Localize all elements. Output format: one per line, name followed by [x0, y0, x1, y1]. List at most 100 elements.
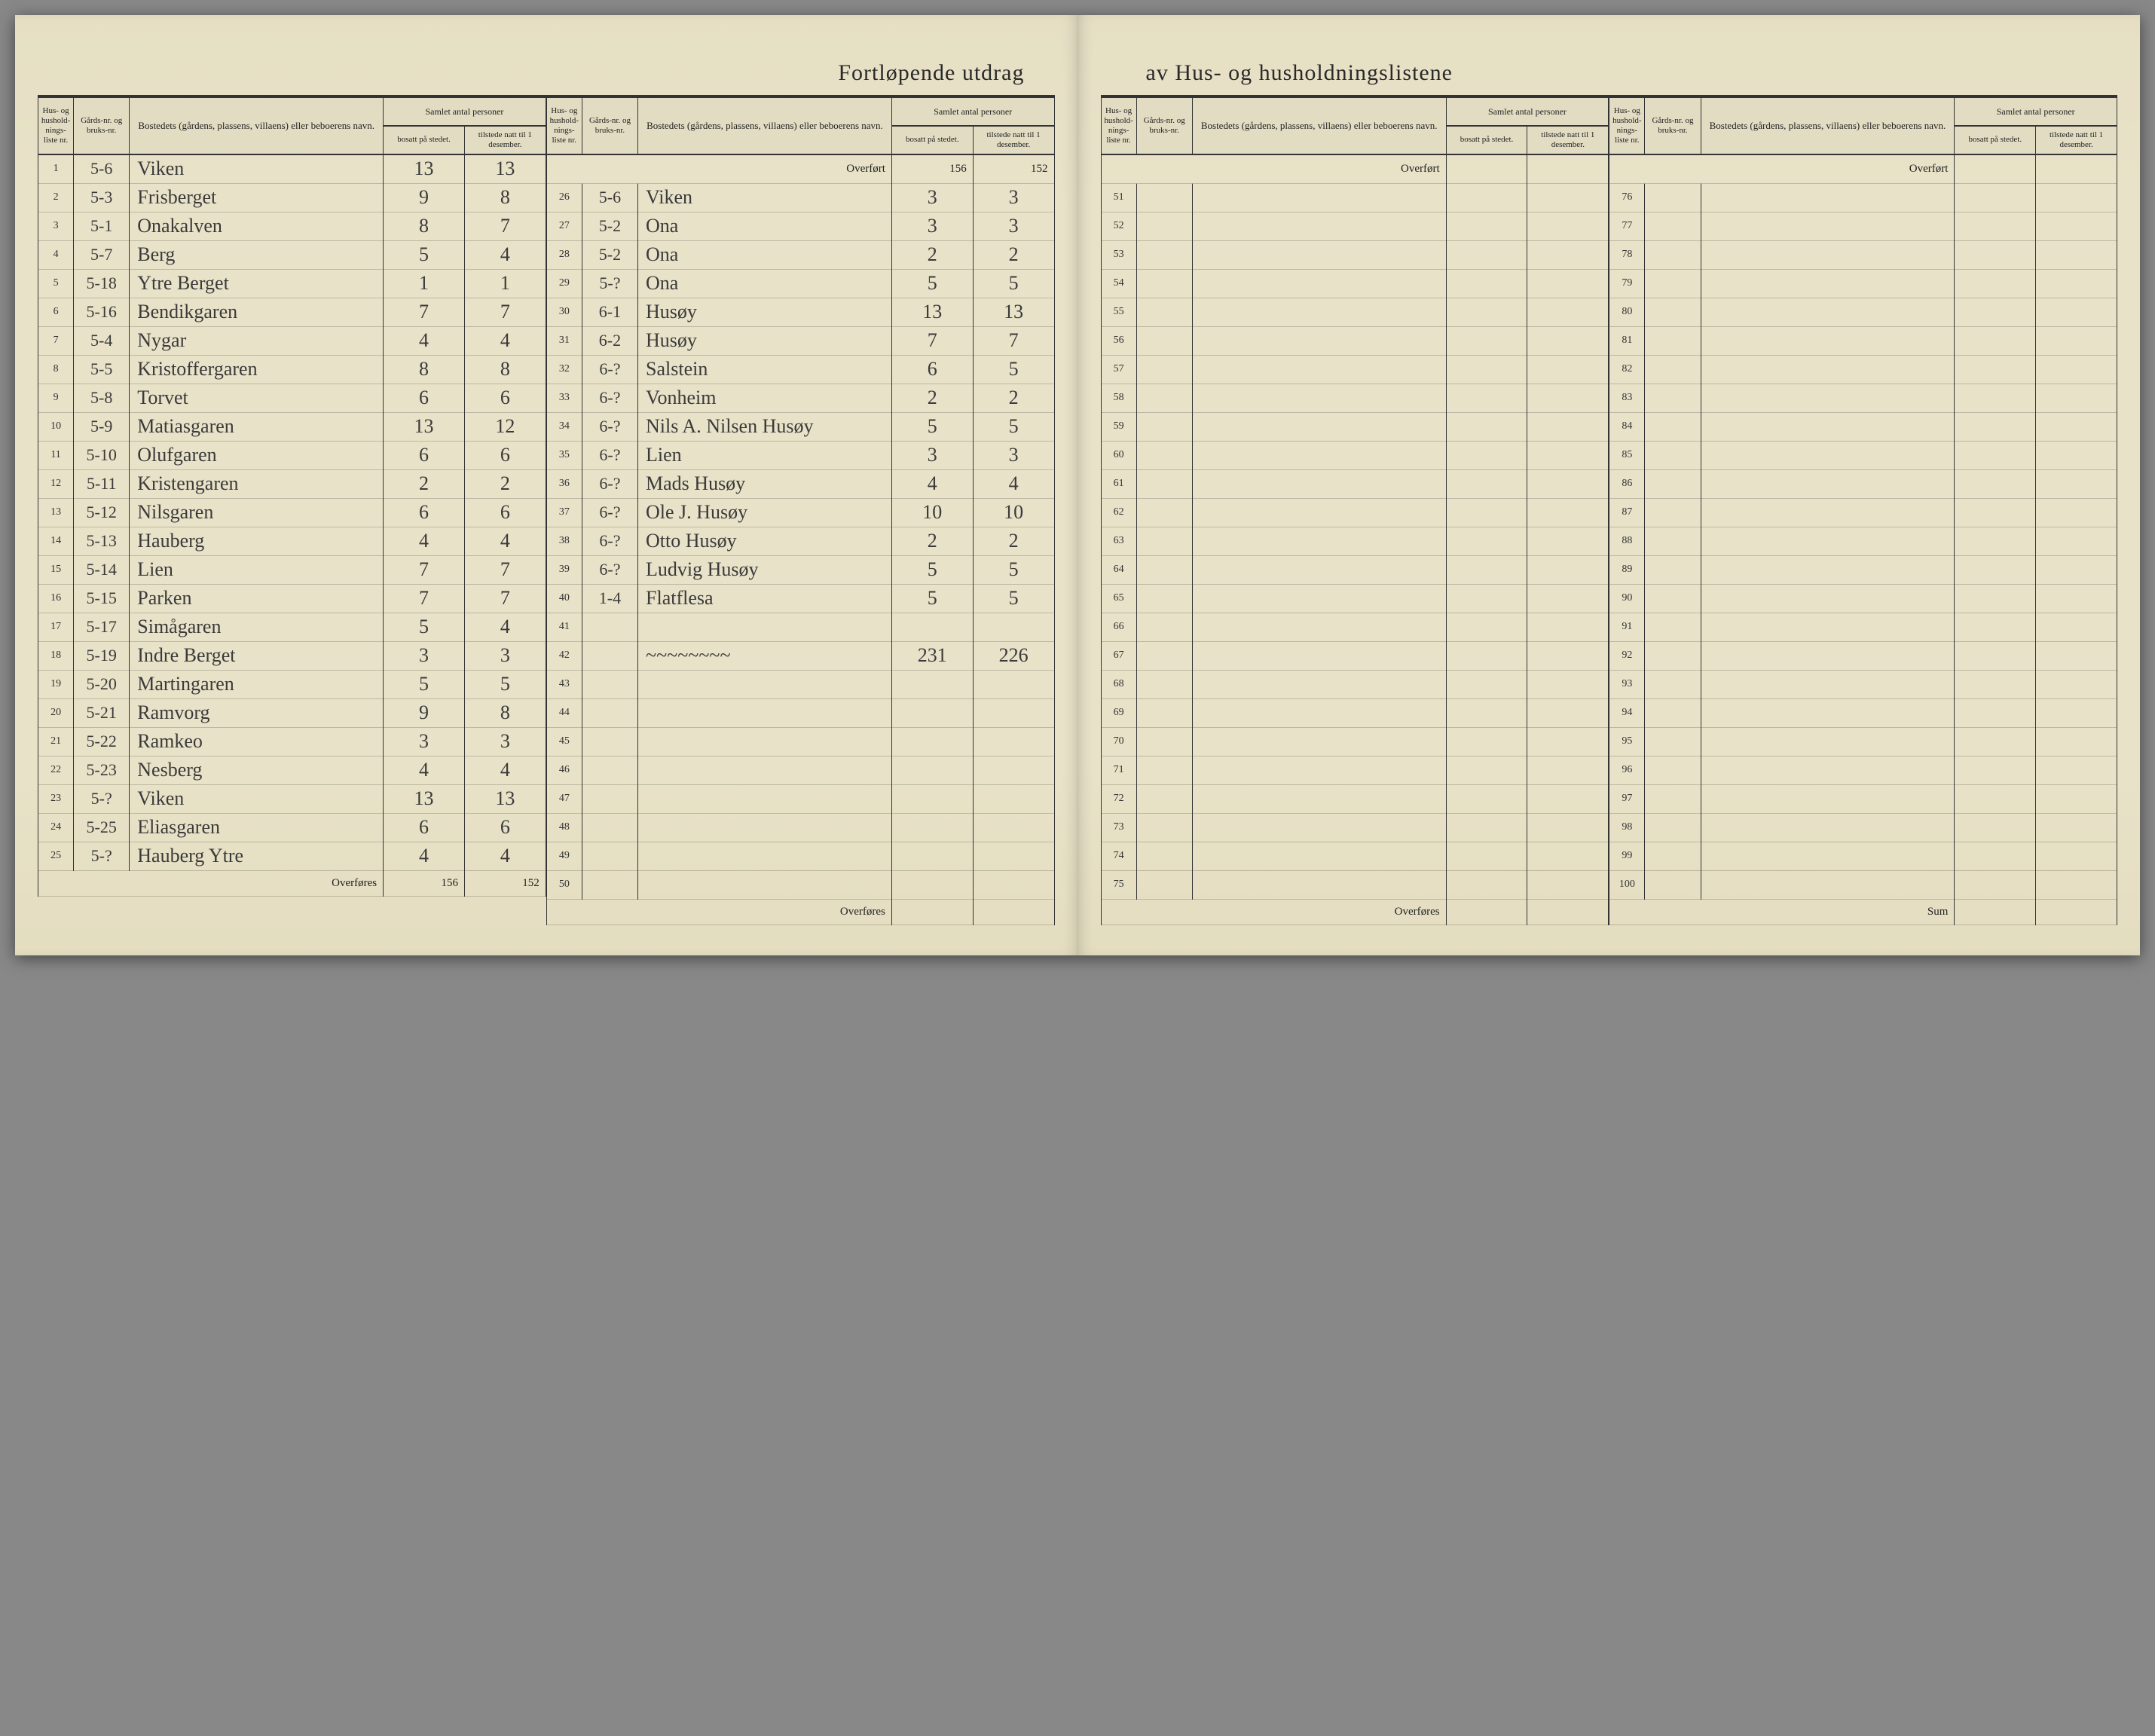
bosatt-count — [1446, 727, 1527, 756]
panel1-footer-t: 152 — [464, 870, 546, 896]
hdr-tilstede: tilstede natt til 1 desember. — [1527, 126, 1609, 154]
bosted-name — [1701, 183, 1955, 212]
hdr-samlet: Samlet antal personer — [891, 97, 1054, 126]
table-row: 265-6Viken33 — [546, 183, 1054, 212]
table-row: 98 — [1609, 813, 2117, 842]
tilstede-count: 7 — [464, 298, 546, 326]
tilstede-count: 5 — [973, 269, 1054, 298]
row-number: 89 — [1609, 555, 1645, 584]
tilstede-count — [2036, 870, 2117, 899]
bosatt-count: 9 — [384, 183, 465, 212]
bosatt-count — [1446, 670, 1527, 698]
row-number: 33 — [546, 384, 582, 412]
tilstede-count — [2036, 613, 2117, 641]
gard-nr — [1645, 555, 1701, 584]
bosatt-count: 4 — [891, 469, 973, 498]
table-row: 366-?Mads Husøy44 — [546, 469, 1054, 498]
table-row: 306-1Husøy1313 — [546, 298, 1054, 326]
row-number: 77 — [1609, 212, 1645, 240]
tilstede-count — [1527, 842, 1609, 870]
gard-nr — [1136, 670, 1192, 698]
overfores-label: Overføres — [546, 899, 891, 925]
bosted-name: Viken — [638, 183, 892, 212]
gard-nr — [1645, 298, 1701, 326]
bosatt-count — [1955, 641, 2036, 670]
gard-nr: 6-2 — [582, 326, 637, 355]
gard-nr: 6-? — [582, 527, 637, 555]
bosatt-count: 5 — [891, 412, 973, 441]
table-row: 45-7Berg54 — [38, 240, 546, 269]
row-number: 53 — [1101, 240, 1136, 269]
bosted-name — [1192, 555, 1446, 584]
gard-nr — [1136, 269, 1192, 298]
bosted-name — [1701, 412, 1955, 441]
tilstede-count: 5 — [973, 412, 1054, 441]
tilstede-count — [2036, 670, 2117, 698]
tilstede-count: 2 — [973, 384, 1054, 412]
gard-nr: 6-? — [582, 498, 637, 527]
tilstede-count — [1527, 240, 1609, 269]
bosted-name — [1192, 527, 1446, 555]
table-row: 165-15Parken77 — [38, 584, 546, 613]
bosted-name — [1701, 326, 1955, 355]
row-number: 92 — [1609, 641, 1645, 670]
table-row: 15-6Viken1313 — [38, 154, 546, 183]
bosatt-count — [1446, 756, 1527, 784]
bosatt-count — [1446, 813, 1527, 842]
table-row: 55 — [1101, 298, 1609, 326]
tilstede-count: 2 — [973, 527, 1054, 555]
bosatt-count — [1446, 842, 1527, 870]
panel1-footer-b: 156 — [384, 870, 465, 896]
row-number: 81 — [1609, 326, 1645, 355]
tilstede-count — [1527, 469, 1609, 498]
bosatt-count — [1955, 870, 2036, 899]
bosatt-count — [1955, 584, 2036, 613]
gard-nr — [1136, 212, 1192, 240]
tilstede-count: 7 — [973, 326, 1054, 355]
bosted-name: Matiasgaren — [130, 412, 384, 441]
table-row: 135-12Nilsgaren66 — [38, 498, 546, 527]
tilstede-count — [973, 842, 1054, 870]
table-row: 285-2Ona22 — [546, 240, 1054, 269]
table-row: 74 — [1101, 842, 1609, 870]
tilstede-count: 4 — [464, 613, 546, 641]
tilstede-count — [973, 784, 1054, 813]
row-number: 86 — [1609, 469, 1645, 498]
bosatt-count: 3 — [891, 441, 973, 469]
table-row: 85-5Kristoffergaren88 — [38, 355, 546, 384]
row-number: 7 — [38, 326, 74, 355]
hdr-liste: Hus- og hushold-nings-liste nr. — [38, 97, 74, 154]
table-row: 60 — [1101, 441, 1609, 469]
bosatt-count: 4 — [384, 326, 465, 355]
table-row: 396-?Ludvig Husøy55 — [546, 555, 1054, 584]
row-number: 47 — [546, 784, 582, 813]
gard-nr — [582, 727, 637, 756]
overfort-label: Overført — [546, 154, 891, 183]
tilstede-count: 8 — [464, 355, 546, 384]
gard-nr — [582, 784, 637, 813]
hdr-tilstede: tilstede natt til 1 desember. — [2036, 126, 2117, 154]
panel2-overfort-t: 152 — [973, 154, 1054, 183]
tilstede-count — [2036, 298, 2117, 326]
bosted-name — [638, 756, 892, 784]
bosatt-count: 2 — [891, 240, 973, 269]
bosatt-count — [1955, 756, 2036, 784]
table-row: 376-?Ole J. Husøy1010 — [546, 498, 1054, 527]
table-row: 195-20Martingaren55 — [38, 670, 546, 698]
bosted-name: Viken — [130, 154, 384, 183]
bosatt-count: 8 — [384, 212, 465, 240]
tilstede-count — [1527, 326, 1609, 355]
table-row: 96 — [1609, 756, 2117, 784]
bosatt-count — [1955, 412, 2036, 441]
page-title-right: av Hus- og husholdningslistene — [1101, 60, 2118, 86]
row-number: 34 — [546, 412, 582, 441]
gard-nr — [1645, 698, 1701, 727]
gard-nr: 5-22 — [74, 727, 130, 756]
row-number: 2 — [38, 183, 74, 212]
row-number: 97 — [1609, 784, 1645, 813]
bosted-name — [638, 613, 892, 641]
bosatt-count — [1955, 498, 2036, 527]
row-number: 26 — [546, 183, 582, 212]
row-number: 72 — [1101, 784, 1136, 813]
row-number: 93 — [1609, 670, 1645, 698]
